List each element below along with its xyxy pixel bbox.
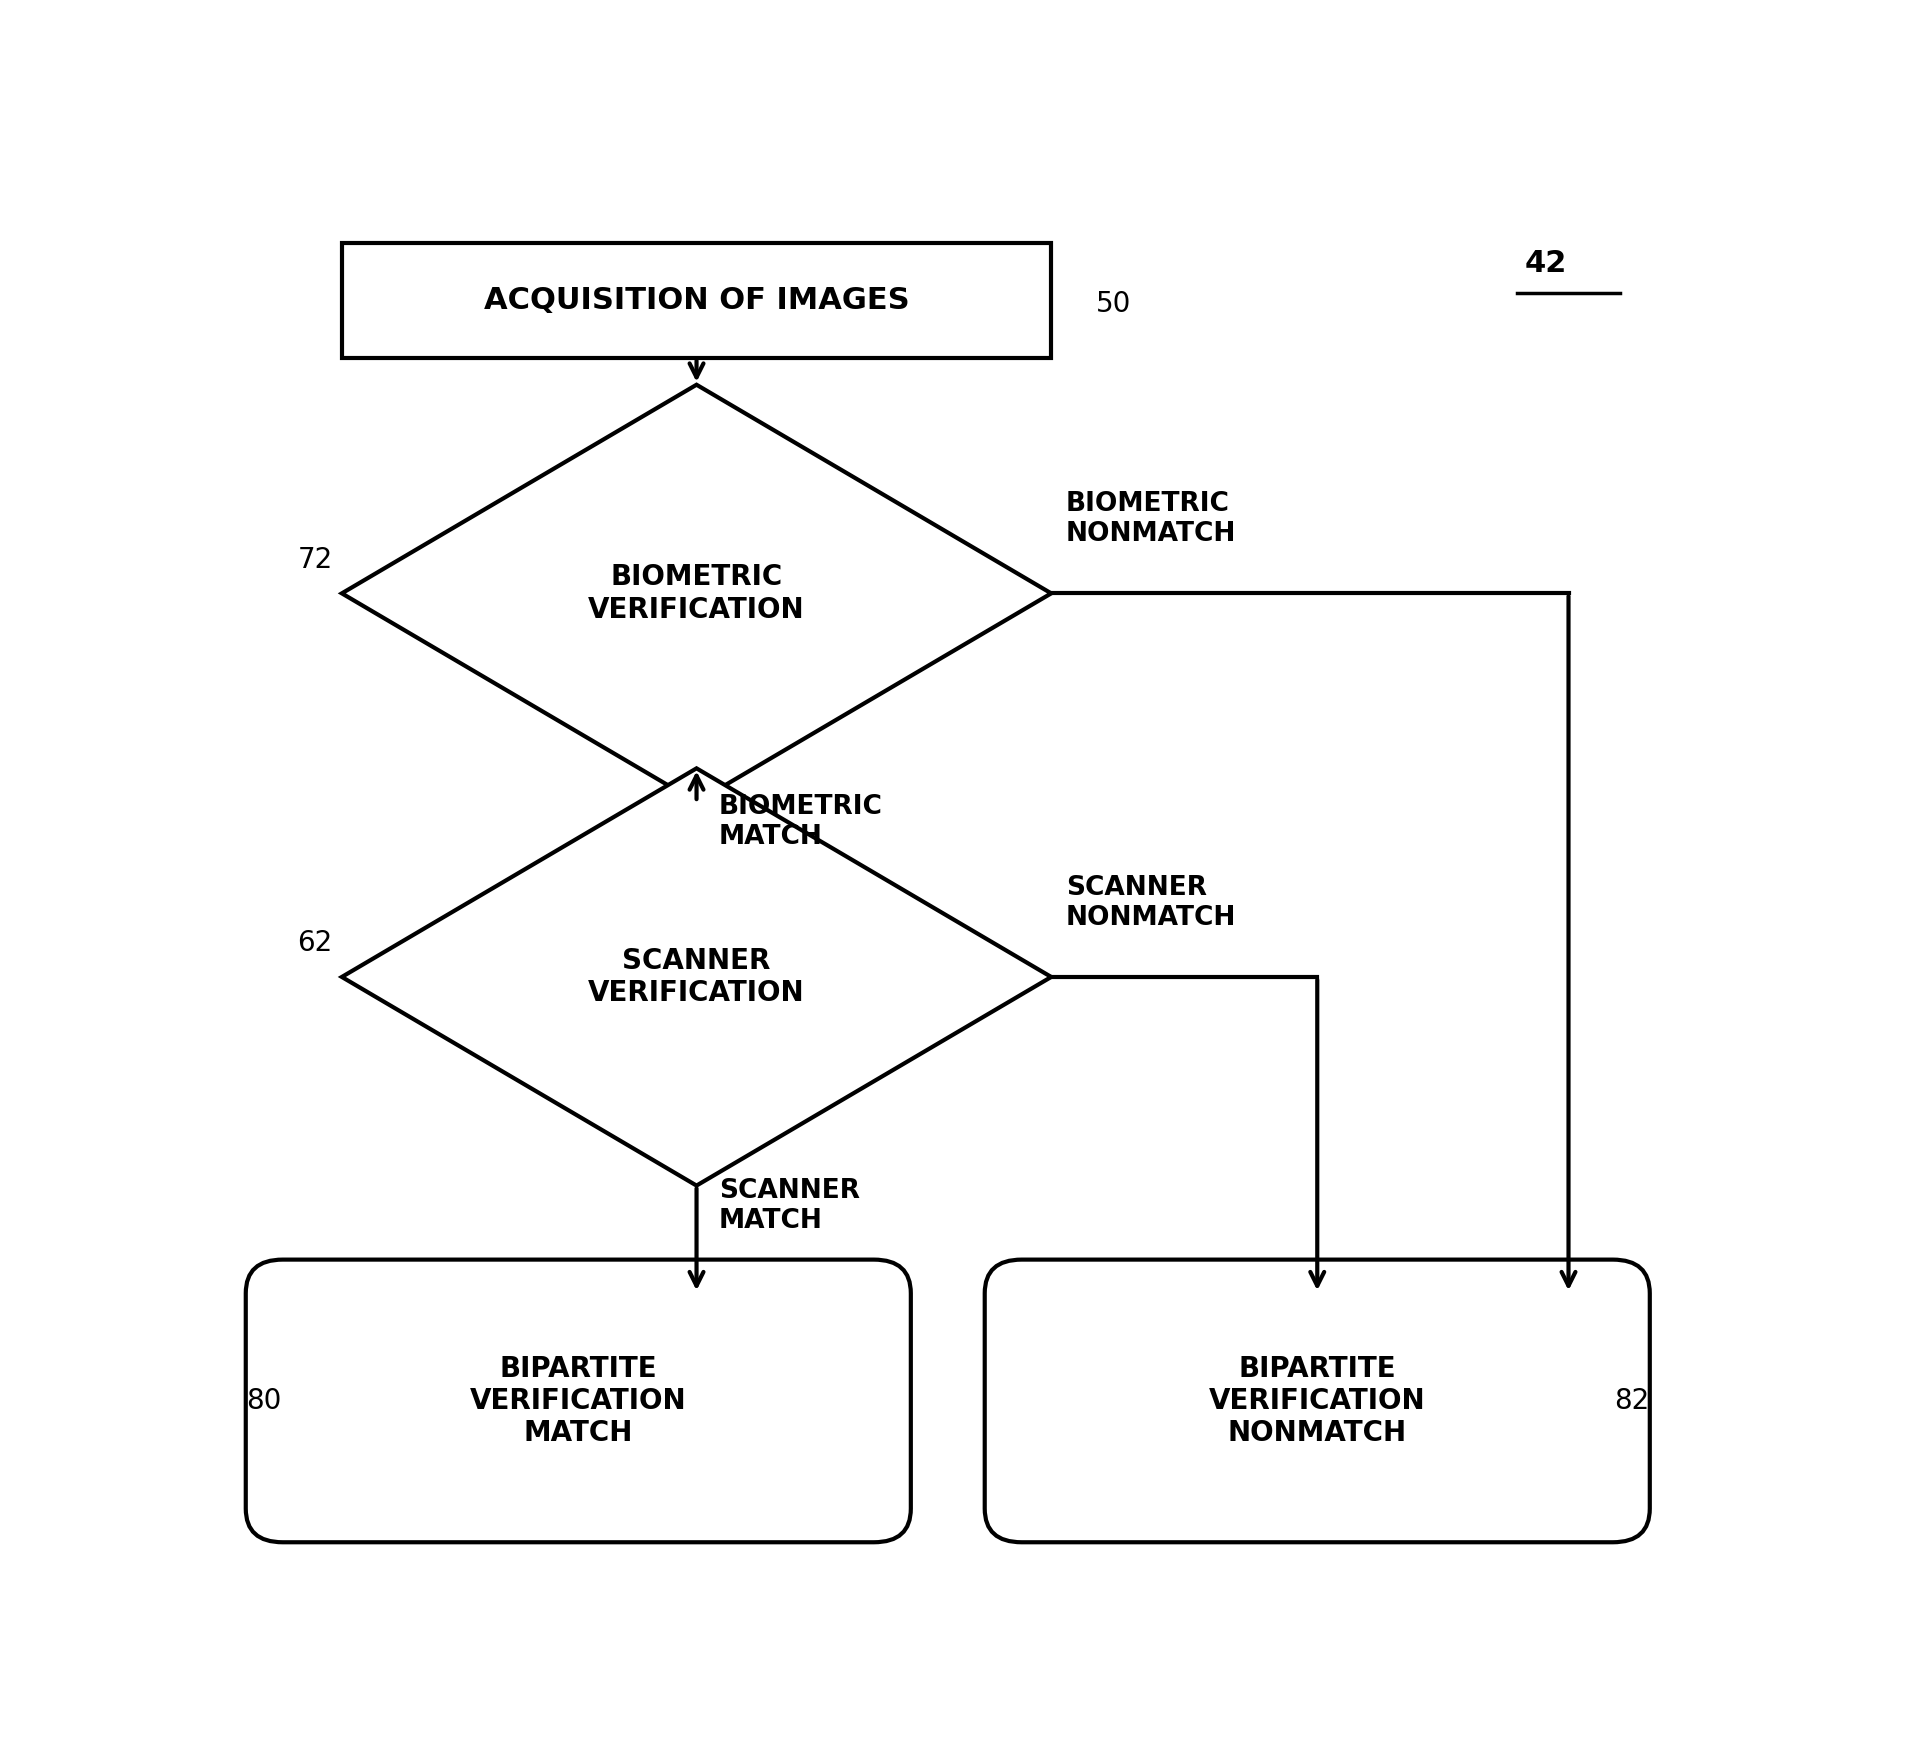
Text: 82: 82 (1615, 1386, 1650, 1414)
Text: 50: 50 (1095, 290, 1131, 318)
Text: BIOMETRIC
MATCH: BIOMETRIC MATCH (719, 794, 883, 850)
Text: 62: 62 (297, 930, 332, 958)
FancyBboxPatch shape (246, 1260, 912, 1542)
Polygon shape (341, 385, 1051, 802)
Text: 42: 42 (1524, 250, 1566, 278)
Text: SCANNER
MATCH: SCANNER MATCH (719, 1178, 860, 1234)
Text: ACQUISITION OF IMAGES: ACQUISITION OF IMAGES (484, 287, 910, 315)
Text: SCANNER
VERIFICATION: SCANNER VERIFICATION (587, 947, 805, 1007)
Text: BIPARTITE
VERIFICATION
MATCH: BIPARTITE VERIFICATION MATCH (469, 1355, 687, 1447)
Text: 80: 80 (246, 1386, 280, 1414)
FancyBboxPatch shape (984, 1260, 1650, 1542)
Text: BIOMETRIC
VERIFICATION: BIOMETRIC VERIFICATION (587, 563, 805, 624)
Text: BIPARTITE
VERIFICATION
NONMATCH: BIPARTITE VERIFICATION NONMATCH (1209, 1355, 1426, 1447)
Text: BIOMETRIC
NONMATCH: BIOMETRIC NONMATCH (1066, 491, 1236, 547)
Polygon shape (341, 769, 1051, 1185)
Text: 72: 72 (297, 545, 332, 573)
Text: SCANNER
NONMATCH: SCANNER NONMATCH (1066, 876, 1236, 932)
FancyBboxPatch shape (341, 243, 1051, 358)
